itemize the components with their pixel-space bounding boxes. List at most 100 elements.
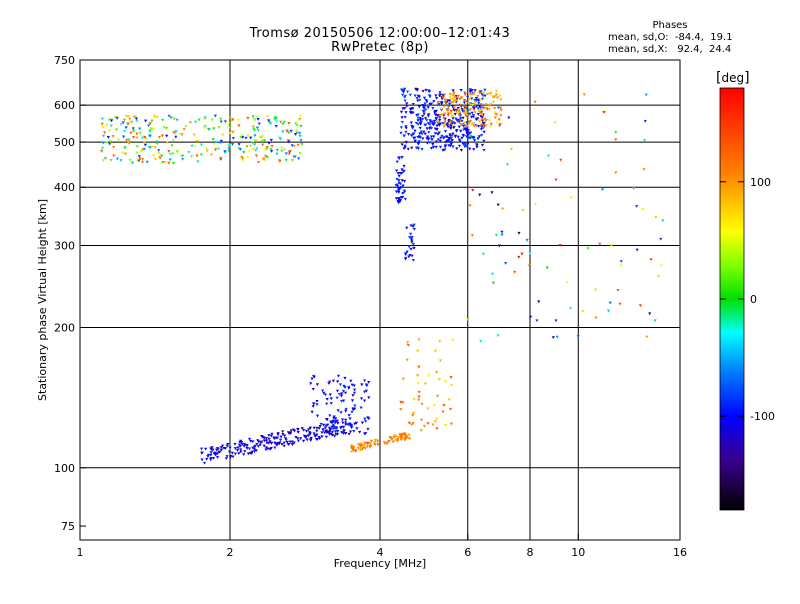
data-point xyxy=(240,443,244,446)
data-point xyxy=(231,118,235,122)
data-point xyxy=(401,184,405,188)
data-point xyxy=(312,375,316,379)
data-point xyxy=(296,431,300,434)
data-point xyxy=(426,106,430,109)
data-point xyxy=(461,133,465,137)
data-point xyxy=(255,115,259,119)
data-point xyxy=(475,143,479,147)
data-point xyxy=(428,123,432,127)
data-point xyxy=(465,101,469,105)
data-point xyxy=(602,111,606,114)
data-point xyxy=(155,140,159,144)
data-point xyxy=(247,447,252,451)
data-point xyxy=(499,114,503,117)
data-point xyxy=(446,109,450,113)
data-point xyxy=(265,145,269,149)
data-point xyxy=(254,148,258,152)
data-point xyxy=(421,103,425,107)
data-point xyxy=(391,440,395,444)
data-point xyxy=(452,125,456,129)
data-point xyxy=(446,112,451,116)
data-point xyxy=(576,335,580,339)
data-point xyxy=(495,121,499,125)
data-point xyxy=(241,136,245,140)
data-point xyxy=(394,197,398,201)
data-point xyxy=(240,133,244,137)
data-point xyxy=(311,405,315,408)
data-point xyxy=(275,436,280,440)
data-point xyxy=(105,141,109,145)
y-tick-label: 300 xyxy=(54,239,75,252)
data-point xyxy=(416,116,420,120)
data-point xyxy=(414,87,418,91)
data-point xyxy=(290,440,294,444)
data-point xyxy=(398,182,403,186)
data-point xyxy=(205,149,209,153)
data-point xyxy=(427,131,431,134)
data-point xyxy=(449,112,453,116)
data-point xyxy=(327,382,331,385)
y-axis-label: Stationary phase Virtual Height [km] xyxy=(36,199,49,401)
data-point xyxy=(329,402,333,405)
data-point xyxy=(287,432,291,436)
data-point xyxy=(479,103,483,107)
data-point xyxy=(223,151,227,155)
data-point xyxy=(289,429,293,433)
data-point xyxy=(450,101,454,105)
data-point xyxy=(251,446,255,450)
data-point xyxy=(446,105,451,109)
data-point xyxy=(148,129,152,133)
data-point xyxy=(462,121,467,125)
data-point xyxy=(449,376,453,379)
data-point xyxy=(312,432,316,436)
y-tick-label: 200 xyxy=(54,322,75,335)
data-point xyxy=(273,446,277,450)
chart-title: Tromsø 20150506 12:00:00–12:01:43 xyxy=(249,26,511,41)
data-point xyxy=(101,141,105,145)
data-point xyxy=(295,128,299,132)
data-point xyxy=(428,103,432,106)
data-point xyxy=(352,391,357,395)
data-point xyxy=(153,157,158,161)
data-point xyxy=(449,120,453,124)
data-point xyxy=(528,315,533,319)
data-point xyxy=(428,90,432,94)
data-point xyxy=(246,134,250,138)
data-point xyxy=(180,133,184,137)
data-point xyxy=(452,91,456,95)
data-point xyxy=(108,142,112,146)
data-point xyxy=(454,129,459,133)
data-point xyxy=(290,144,294,148)
data-point xyxy=(324,435,328,439)
data-point xyxy=(437,378,442,381)
data-point xyxy=(338,383,343,387)
data-point xyxy=(416,119,420,123)
data-point xyxy=(398,433,402,437)
data-point xyxy=(343,391,348,395)
data-point xyxy=(417,395,421,399)
data-point xyxy=(405,102,409,106)
data-point xyxy=(130,121,134,125)
data-point xyxy=(399,186,403,189)
data-point xyxy=(103,131,107,135)
data-point xyxy=(167,114,171,118)
y-tick-label: 400 xyxy=(54,181,75,194)
x-mode-stats: mean, sd,X: 92.4, 24.4 xyxy=(608,44,732,55)
data-point xyxy=(437,100,441,104)
data-point xyxy=(324,429,329,433)
data-point xyxy=(196,160,200,164)
data-point xyxy=(642,139,647,143)
data-point xyxy=(442,124,446,128)
data-point xyxy=(409,224,413,228)
data-point xyxy=(367,396,371,400)
data-point xyxy=(473,103,478,107)
data-point xyxy=(245,145,249,149)
data-point xyxy=(336,422,340,425)
data-point xyxy=(643,119,647,123)
data-point xyxy=(231,137,235,140)
data-point xyxy=(321,389,325,393)
data-point xyxy=(412,227,416,231)
data-point xyxy=(265,156,269,159)
data-point xyxy=(217,147,221,151)
data-point xyxy=(386,441,390,445)
